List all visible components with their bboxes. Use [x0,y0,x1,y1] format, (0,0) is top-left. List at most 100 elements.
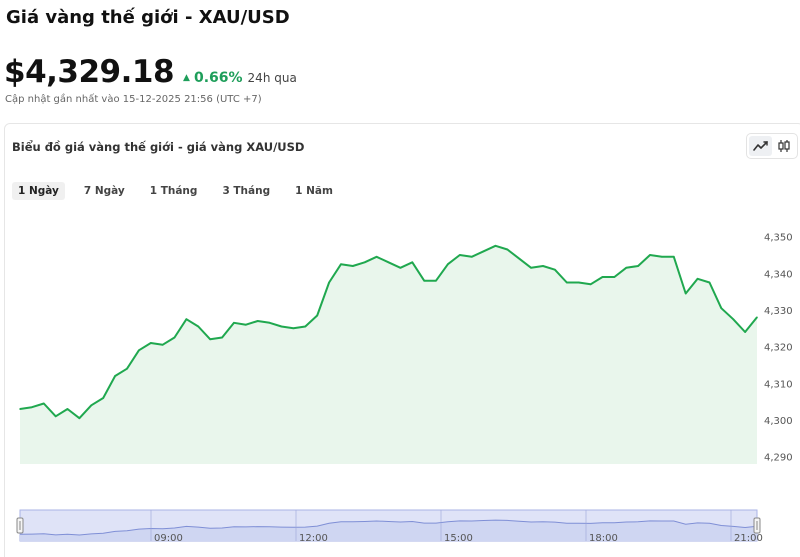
data-point [649,254,651,256]
data-point [625,267,627,269]
y-tick-label: 4,290 [764,453,793,464]
data-point [566,281,568,284]
data-point [138,349,140,352]
data-point [19,408,21,410]
change-period: 24h qua [247,71,297,85]
data-point [185,318,188,321]
line-chart-button[interactable] [749,136,772,156]
data-point [494,245,497,247]
data-point [66,408,69,410]
line-chart-icon [752,141,768,151]
y-tick-label: 4,300 [764,416,793,427]
data-point [542,265,544,267]
change-percent: 0.66% [193,70,243,86]
data-point [447,263,449,266]
data-point [399,267,402,269]
current-price: $4,329.18 [4,54,175,90]
data-point [150,342,152,344]
data-point [613,276,616,278]
data-point [43,402,45,405]
data-point [304,325,307,328]
data-point [114,375,116,377]
data-point [209,338,211,341]
y-tick-label: 4,350 [764,233,793,244]
data-point [126,367,128,370]
navigator-tick-label: 15:00 [444,533,473,544]
price-area [20,245,757,464]
navigator-tick-label: 12:00 [299,533,328,544]
data-point [661,255,663,258]
chart-title: Biểu đồ giá vàng thế giới - giá vàng XAU… [12,140,305,154]
data-point [470,255,473,258]
data-point [316,314,319,317]
data-point [268,322,271,324]
page-title: Giá vàng thế giới - XAU/USD [6,7,290,28]
data-point [387,261,390,264]
y-tick-label: 4,330 [764,306,793,317]
tab-3-months[interactable]: 3 Tháng [222,185,271,197]
navigator-area [20,520,757,541]
data-point [696,278,699,280]
data-point [708,281,711,284]
y-tick-label: 4,310 [764,379,793,390]
data-point [637,265,639,267]
data-point [78,417,81,420]
tab-1-day[interactable]: 1 Ngày [12,182,65,200]
data-point [720,307,723,310]
data-point [459,254,461,256]
data-point [673,255,675,258]
data-point [375,255,378,258]
y-tick-label: 4,340 [764,269,793,280]
data-point [292,327,295,330]
tab-7-days[interactable]: 7 Ngày [83,185,125,197]
data-point [411,261,414,264]
price-summary: $4,329.18 ▲ 0.66% 24h qua [4,54,297,90]
navigator-tick-label: 18:00 [589,533,618,544]
navigator-tick-label: 09:00 [154,533,183,544]
data-point [435,279,437,282]
chart-type-toggle [746,133,798,159]
data-point [233,322,235,324]
data-point [482,250,485,253]
data-point [423,279,426,282]
data-point [161,344,164,346]
data-point [245,323,247,326]
data-point [589,283,592,286]
y-tick-label: 4,320 [764,343,793,354]
data-point [732,318,734,321]
data-point [518,257,521,260]
data-point [221,336,223,339]
chart-card: Biểu đồ giá vàng thế giới - giá vàng XAU… [4,123,800,557]
data-point [280,325,283,328]
data-point [601,276,604,278]
tab-1-month[interactable]: 1 Tháng [149,185,198,197]
data-point [577,281,580,284]
data-point [530,267,532,269]
data-point [197,325,200,328]
navigator-tick-label: 21:00 [734,533,763,544]
data-point [352,265,354,267]
data-point [554,268,556,271]
tab-1-year[interactable]: 1 Năm [295,185,333,197]
data-point [363,261,366,264]
data-point [328,281,330,284]
data-point [256,320,259,322]
data-point [506,248,509,251]
data-point [90,404,93,407]
timeframe-tabs: 1 Ngày 7 Ngày 1 Tháng 3 Tháng 1 Năm [12,182,352,200]
data-point [744,331,746,333]
data-point [756,316,758,319]
data-point [684,292,687,295]
candlestick-icon [777,140,790,152]
candlestick-chart-button[interactable] [772,136,795,156]
data-point [102,397,104,399]
price-change: ▲ 0.66% 24h qua [183,70,297,86]
navigator-line [19,519,758,536]
data-point [54,415,57,418]
data-point [173,336,176,339]
last-updated: Cập nhật gần nhất vào 15-12-2025 21:56 (… [5,94,262,105]
data-point [31,406,33,409]
up-triangle-icon: ▲ [183,73,190,83]
data-point [340,263,342,266]
